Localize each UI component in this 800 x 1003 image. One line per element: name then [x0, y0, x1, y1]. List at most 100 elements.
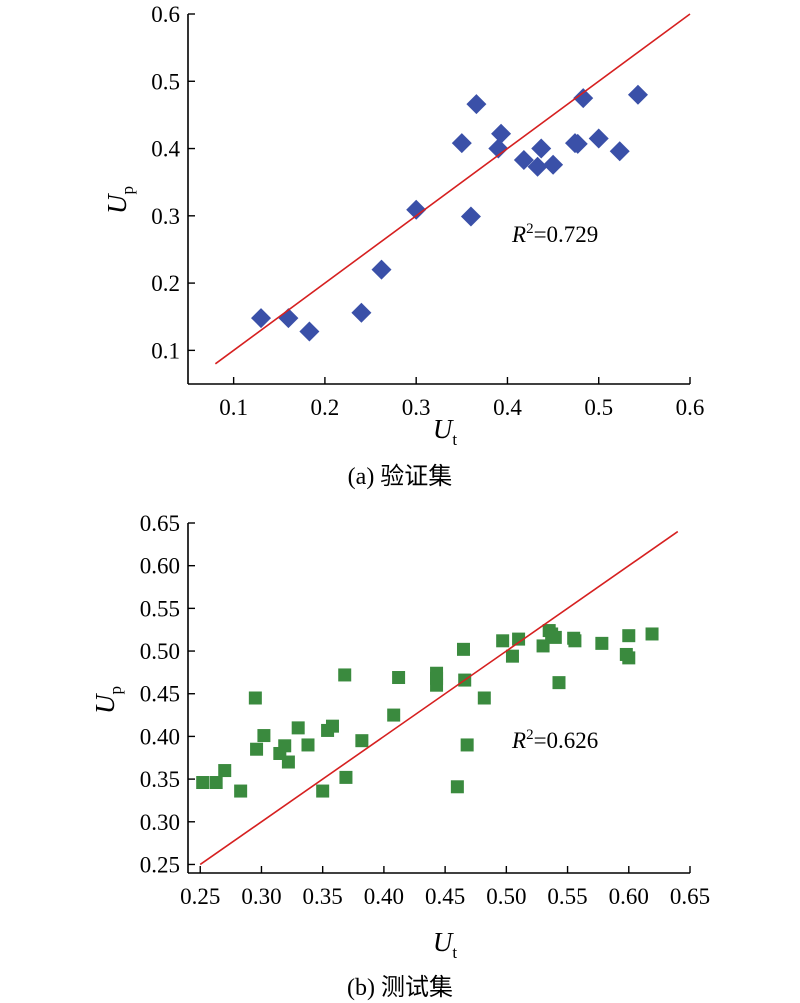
- panel-b-data-point: [456, 642, 470, 656]
- panel-a-data-point: [513, 149, 534, 170]
- panel-b-x-tick-label: 0.40: [364, 884, 404, 909]
- panel-b-data-point: [622, 651, 636, 665]
- panel-a-x-tick-label: 0.1: [219, 395, 248, 420]
- panel-b-data-point: [505, 649, 519, 663]
- panel-b-data-point: [339, 770, 353, 784]
- panel-a-data-point: [299, 321, 320, 342]
- panel-a-x-tick-label: 0.4: [493, 395, 522, 420]
- panel-a-data-point: [627, 84, 648, 105]
- panel-a-x-axis-label: Ut: [433, 414, 458, 449]
- panel-b-data-point: [316, 784, 330, 798]
- panel-a-data-point: [488, 138, 509, 159]
- panel-b-data-point: [387, 708, 401, 722]
- panel-a: 0.1 0.2 0.3 0.4 0.5 0.60.10.20.30.40.50.6 Ut …: [102, 2, 704, 490]
- panel-b-data-point: [496, 634, 510, 648]
- panel-a-data-point: [531, 138, 552, 159]
- panel-a-y-axis-label: Up: [102, 186, 137, 214]
- panel-b-data-point: [218, 764, 232, 778]
- panel-a-data-point: [351, 302, 372, 323]
- panel-a-data-point: [567, 133, 588, 154]
- panel-a-x-tick-label: 0.6: [676, 395, 705, 420]
- panel-b-x-axis-label: Ut: [433, 927, 458, 962]
- panel-b-y-tick-label: 0.50: [140, 639, 180, 664]
- panel-b-y-tick-label: 0.25: [140, 852, 180, 877]
- panel-b-x-tick-label: 0.50: [486, 884, 526, 909]
- panel-b-fit-line: [199, 530, 679, 866]
- panel-a-caption: (a) 验证集: [348, 463, 453, 490]
- panel-b-data-point: [209, 776, 223, 790]
- panel-b-data-point: [291, 721, 305, 735]
- panel-b-data-point: [257, 729, 271, 743]
- panel-a-data-point: [527, 156, 548, 177]
- panel-a-data-point: [543, 154, 564, 175]
- panel-b-data-point: [595, 636, 609, 650]
- panel-a-data-point: [573, 88, 594, 109]
- panel-b-x-tick-label: 0.30: [241, 884, 281, 909]
- panel-b-data-point: [281, 755, 295, 769]
- panel-b-ticks: 0.25 0.30 0.35 0.40 0.45 0.50 0.55 0.60 0.65 0.25…: [140, 511, 710, 909]
- panel-a-data-point: [251, 308, 272, 329]
- panel-b-y-axis-label: Up: [90, 686, 125, 714]
- panel-b-data-point: [355, 734, 369, 748]
- panel-b-caption: (b) 测试集: [347, 974, 453, 1001]
- panel-a-data-point: [588, 128, 609, 149]
- panel-b-y-tick-label: 0.55: [140, 596, 180, 621]
- panel-b-data-point: [196, 776, 210, 790]
- panel-b-r2-annotation: R2=0.626: [511, 727, 598, 753]
- panel-b-data-point: [512, 632, 526, 646]
- panel-b-data-point: [325, 719, 339, 733]
- panel-a-data-point: [609, 141, 630, 162]
- panel-a-x-tick-label: 0.5: [584, 395, 613, 420]
- panel-b-data-point: [450, 780, 464, 794]
- panel-b-data-point: [234, 784, 248, 798]
- panel-b-data-point: [536, 639, 550, 653]
- panel-a-x-tick-label: 0.2: [311, 395, 340, 420]
- panel-a-data-point: [491, 123, 512, 144]
- panel-a-y-tick-label: 0.6: [151, 2, 180, 27]
- panel-b-y-tick-label: 0.30: [140, 810, 180, 835]
- panel-a-data-point: [406, 199, 427, 220]
- panel-b-data-point: [430, 678, 444, 692]
- panel-b-x-tick-label: 0.25: [180, 884, 220, 909]
- panel-a-y-tick-label: 0.1: [151, 338, 180, 363]
- panel-b-data-point: [278, 739, 292, 753]
- panel-a-y-tick-label: 0.2: [151, 271, 180, 296]
- panel-b: 0.25 0.30 0.35 0.40 0.45 0.50 0.55 0.60 0.65 0.25…: [90, 511, 710, 1001]
- panel-b-data-point: [460, 738, 474, 752]
- panel-b-y-tick-label: 0.45: [140, 682, 180, 707]
- panel-b-y-tick-label: 0.60: [140, 554, 180, 579]
- panel-a-y-tick-label: 0.5: [151, 69, 180, 94]
- panel-b-data-point: [477, 691, 491, 705]
- panel-a-data-point: [466, 94, 487, 115]
- panel-a-y-tick-label: 0.3: [151, 204, 180, 229]
- panel-b-x-tick-label: 0.35: [303, 884, 343, 909]
- panel-a-data-point: [278, 308, 299, 329]
- panel-b-x-tick-label: 0.55: [547, 884, 587, 909]
- panel-b-data-point: [645, 627, 659, 641]
- panel-b-data-point: [568, 634, 582, 648]
- panel-a-points: [251, 84, 648, 342]
- panel-a-r2-annotation: R2=0.729: [511, 221, 598, 247]
- panel-b-data-point: [301, 738, 315, 752]
- panel-a-data-point: [451, 133, 472, 154]
- panel-b-y-tick-label: 0.65: [140, 511, 180, 536]
- panel-b-data-point: [250, 742, 264, 756]
- panel-a-data-point: [371, 259, 392, 280]
- panel-b-y-tick-label: 0.35: [140, 767, 180, 792]
- panel-b-data-point: [622, 629, 636, 643]
- panel-a-data-point: [460, 206, 481, 227]
- panel-b-data-point: [548, 630, 562, 644]
- panel-b-data-point: [248, 691, 262, 705]
- panel-b-points: [196, 624, 659, 798]
- panel-b-data-point: [338, 668, 352, 682]
- panel-a-ticks: 0.1 0.2 0.3 0.4 0.5 0.6 0.1 0.2 0.3 0.4 0.5 0.6: [151, 2, 704, 420]
- panel-b-y-tick-label: 0.40: [140, 724, 180, 749]
- panel-a-fit-line: [214, 13, 691, 365]
- panel-a-y-tick-label: 0.4: [151, 137, 180, 162]
- panel-b-x-tick-label: 0.60: [609, 884, 649, 909]
- panel-b-data-point: [552, 676, 566, 690]
- panel-a-x-tick-label: 0.3: [402, 395, 431, 420]
- panel-b-x-tick-label: 0.45: [425, 884, 465, 909]
- panel-b-x-tick-label: 0.65: [670, 884, 710, 909]
